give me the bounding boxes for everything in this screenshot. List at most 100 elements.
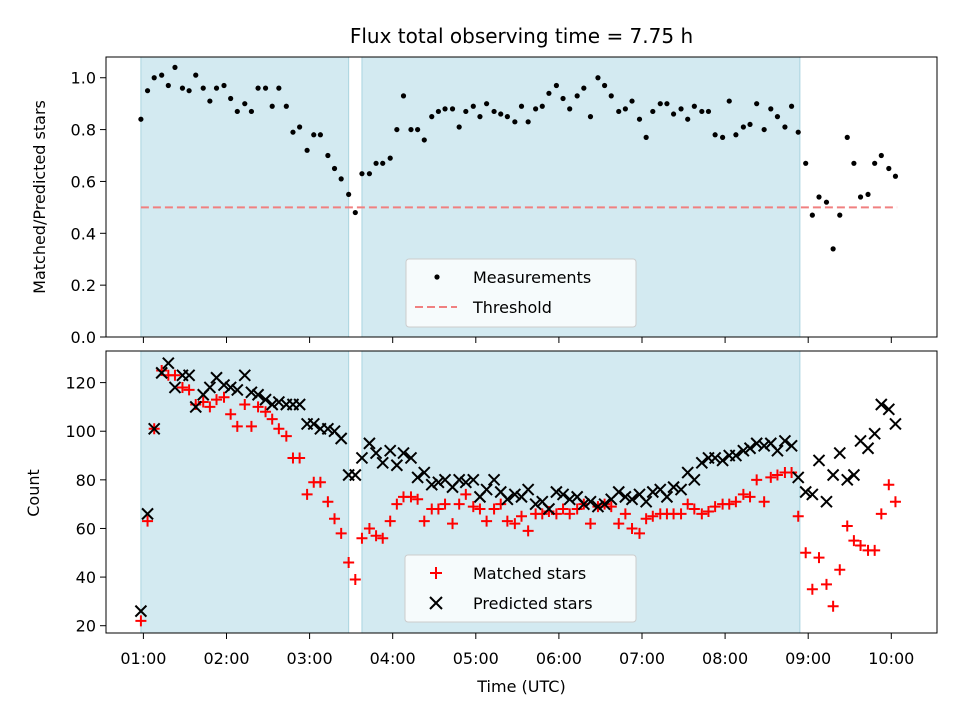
- predicted-star-point: [778, 434, 792, 448]
- predicted-star-point: [363, 437, 376, 450]
- predicted-star-point: [293, 398, 306, 411]
- top-y-axis-label: Matched/Predicted stars: [30, 100, 49, 294]
- matched-star-point: [447, 518, 459, 530]
- bottom-legend: Matched stars Predicted stars: [404, 554, 637, 623]
- matched-star-point: [501, 515, 513, 527]
- predicted-star-point: [785, 439, 798, 453]
- measurement-point: [518, 103, 525, 109]
- matched-star-point: [827, 600, 839, 612]
- measurement-point: [311, 132, 317, 138]
- measurement-point: [685, 116, 691, 122]
- measurement-point: [816, 194, 822, 200]
- matched-star-point: [384, 515, 396, 527]
- measurement-point: [317, 132, 323, 138]
- x-tick-label: 10:00: [868, 649, 914, 668]
- predicted-star-point: [577, 497, 591, 511]
- measurement-point: [587, 114, 594, 120]
- matched-star-point: [280, 430, 292, 442]
- measurement-point: [595, 75, 601, 81]
- measurement-point: [844, 134, 850, 140]
- measurement-point: [186, 88, 192, 94]
- matched-star-point: [260, 406, 272, 418]
- measurement-point: [525, 119, 531, 125]
- predicted-star-point: [529, 497, 542, 511]
- matched-star-point: [883, 479, 895, 491]
- measurement-point: [276, 85, 282, 91]
- matched-star-point: [509, 518, 521, 530]
- matched-star-point: [225, 408, 237, 420]
- top-y-tick-label: 1.0: [71, 69, 96, 88]
- matched-star-point: [758, 496, 770, 508]
- predicted-star-point: [826, 468, 840, 482]
- matched-star-point: [771, 469, 783, 481]
- predicted-star-point: [355, 451, 369, 465]
- predicted-star-point: [334, 432, 348, 445]
- top-x-ticks: [142, 337, 892, 343]
- matched-star-point: [349, 574, 361, 586]
- matched-star-point: [467, 501, 479, 513]
- measurement-point: [338, 176, 344, 182]
- predicted-star-point: [841, 473, 854, 487]
- predicted-star-point: [168, 381, 182, 394]
- measurement-points: [138, 64, 899, 252]
- matched-star-point: [474, 503, 486, 515]
- measurement-point: [754, 101, 760, 107]
- predicted-star-point: [265, 398, 279, 411]
- matched-star-point: [418, 515, 430, 527]
- matched-star-point: [675, 508, 687, 520]
- measurement-point: [657, 101, 663, 107]
- predicted-star-point: [321, 422, 335, 436]
- predicted-star-point: [251, 388, 265, 401]
- measurement-point: [144, 88, 151, 94]
- predicted-star-point: [667, 480, 680, 494]
- measurement-point: [581, 85, 587, 91]
- measurement-point: [608, 93, 614, 99]
- measurement-point: [297, 124, 303, 130]
- predicted-star-point: [695, 456, 709, 470]
- matched-stars-points: [135, 364, 901, 627]
- predicted-star-point: [238, 369, 251, 382]
- predicted-star-point: [688, 473, 701, 487]
- matched-star-point: [702, 505, 714, 517]
- measurement-point: [761, 126, 767, 133]
- x-tick-label: 04:00: [370, 649, 416, 668]
- predicted-star-point: [217, 378, 231, 392]
- matched-star-point: [239, 398, 251, 410]
- matched-star-point: [813, 552, 825, 564]
- x-tick-label: 02:00: [203, 649, 249, 668]
- measurement-point: [207, 98, 213, 104]
- predicted-star-point: [376, 456, 389, 470]
- measurement-point: [560, 95, 566, 102]
- bottom-x-ticks: 01:00 02:00 03:00 04:00 05:00 06:00 07:00 08:00…: [120, 633, 914, 668]
- matched-star-point: [314, 476, 326, 488]
- measurement-point: [678, 106, 684, 112]
- matched-star-point: [634, 527, 646, 539]
- x-tick-label: 05:00: [453, 649, 499, 668]
- measurement-point: [421, 137, 427, 143]
- predicted-star-point: [820, 495, 833, 508]
- measurement-point: [290, 129, 296, 135]
- bottom-y-tick-label: 120: [65, 374, 96, 393]
- predicted-star-point: [134, 604, 148, 618]
- matched-star-point: [495, 498, 507, 510]
- measurement-point: [616, 108, 622, 115]
- predicted-star-point: [307, 417, 320, 431]
- bottom-legend-box: [404, 554, 637, 623]
- legend-predicted-marker: [429, 596, 443, 610]
- measurement-point: [533, 106, 539, 112]
- matched-star-point: [564, 508, 576, 520]
- measurement-point: [782, 124, 788, 130]
- matched-star-point: [391, 498, 403, 510]
- matched-star-point: [301, 488, 313, 500]
- matched-star-point: [481, 515, 493, 527]
- matched-star-point: [751, 474, 763, 486]
- predicted-star-point: [155, 366, 168, 380]
- measurement-point: [857, 194, 864, 200]
- measurement-point: [138, 116, 144, 122]
- measurement-point: [491, 108, 497, 115]
- measurement-point: [242, 101, 248, 107]
- matched-star-point: [363, 522, 375, 534]
- matched-star-point: [626, 522, 638, 534]
- matched-star-point: [800, 547, 812, 559]
- bottom-y-tick-label: 40: [76, 568, 96, 587]
